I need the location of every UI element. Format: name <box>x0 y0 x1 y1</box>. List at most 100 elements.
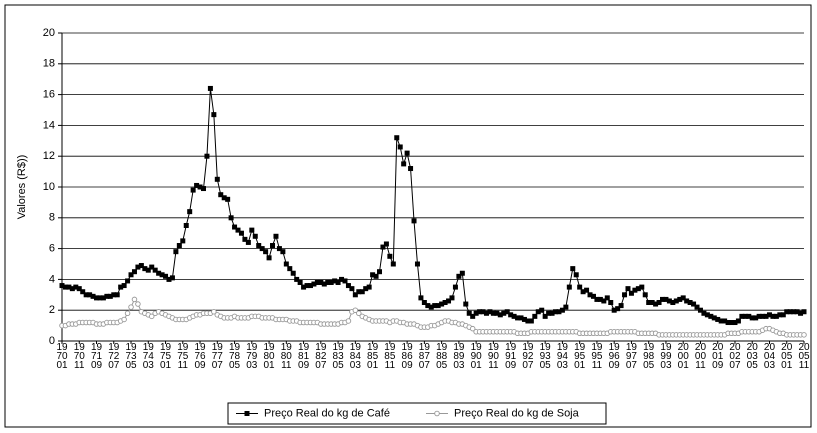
data-point <box>197 184 203 190</box>
data-point <box>687 300 693 305</box>
x-tick-label: 1989 03 <box>453 342 465 371</box>
data-point <box>242 236 248 242</box>
data-point <box>214 176 220 182</box>
data-point <box>149 264 155 270</box>
data-point <box>266 255 272 261</box>
data-point <box>273 233 279 239</box>
y-tick-label: 4 <box>49 273 55 285</box>
data-point <box>163 273 169 279</box>
data-point <box>490 310 496 316</box>
y-tick-label: 10 <box>43 181 55 193</box>
data-point <box>107 293 113 299</box>
data-point <box>366 284 372 290</box>
data-point <box>725 320 731 326</box>
data-point <box>345 318 352 324</box>
data-point <box>131 296 138 303</box>
data-point <box>791 309 797 315</box>
x-tick-label: 1976 09 <box>194 342 206 371</box>
data-point <box>653 301 659 307</box>
data-point <box>459 270 465 276</box>
legend: Preço Real do kg de Café Preço Real do kg… <box>227 402 607 425</box>
data-point <box>318 279 324 285</box>
data-point <box>339 276 345 282</box>
data-point <box>128 272 134 278</box>
data-point <box>784 309 790 315</box>
data-point <box>777 312 783 318</box>
data-point <box>204 153 210 159</box>
data-point <box>463 301 469 307</box>
x-tick-label: 1995 11 <box>591 342 603 371</box>
data-point <box>673 298 679 304</box>
data-point <box>508 312 514 318</box>
data-point <box>483 310 489 316</box>
x-tick-label: 1990 11 <box>487 342 499 371</box>
data-point <box>456 273 462 279</box>
x-tick-label: 1971 09 <box>90 342 103 371</box>
x-tick-label: 1995 01 <box>574 342 586 371</box>
data-point <box>280 249 286 255</box>
y-tick-label: 14 <box>43 119 55 131</box>
x-tick-label: 2004 03 <box>763 342 776 371</box>
x-tick-label: 1980 01 <box>263 342 275 371</box>
data-point <box>283 261 289 267</box>
data-point <box>69 286 75 292</box>
data-point <box>677 296 683 302</box>
data-point <box>587 292 593 298</box>
y-tick-label: 6 <box>49 243 55 255</box>
x-tick-label: 1978 05 <box>228 342 241 371</box>
data-point <box>680 295 686 301</box>
data-point <box>252 233 258 239</box>
x-tick-label: 1999 03 <box>660 342 672 371</box>
data-point <box>66 284 72 290</box>
data-point <box>276 246 282 252</box>
data-point <box>597 296 603 302</box>
data-point <box>311 281 317 287</box>
data-point <box>501 310 507 316</box>
x-tick-label: 1988 05 <box>436 342 448 371</box>
data-point <box>649 300 655 305</box>
data-point <box>798 310 804 316</box>
x-tick-label: 1987 07 <box>418 342 430 371</box>
data-point <box>118 284 124 290</box>
data-point <box>159 272 165 278</box>
data-point <box>349 286 355 292</box>
x-tick-label: 1970 11 <box>73 342 85 371</box>
data-point <box>356 289 362 295</box>
data-point <box>718 318 724 324</box>
x-tick-label: 1973 05 <box>125 342 137 371</box>
y-tick-label: 0 <box>49 335 55 347</box>
data-point <box>404 150 410 156</box>
data-point <box>356 310 362 317</box>
data-point <box>256 243 262 249</box>
x-tick-label: 2002 07 <box>729 342 741 371</box>
data-point <box>244 411 250 416</box>
data-point <box>739 313 745 319</box>
data-point <box>169 275 175 281</box>
legend-label: Preço Real do kg de Café <box>264 407 390 419</box>
x-tick-label: 2003 05 <box>746 342 758 371</box>
x-tick-label: 2005 01 <box>781 342 793 371</box>
data-point <box>408 166 414 172</box>
data-point <box>90 293 96 299</box>
data-point <box>124 310 131 317</box>
data-point <box>542 313 548 319</box>
data-point <box>511 313 517 319</box>
data-point <box>684 298 690 304</box>
data-point <box>387 253 393 259</box>
data-point <box>749 315 755 321</box>
data-point <box>532 313 538 319</box>
data-point <box>515 315 521 321</box>
data-point <box>549 310 555 316</box>
x-tick-label: 1994 03 <box>556 342 568 371</box>
data-point <box>553 309 559 315</box>
x-tick-label: 1981 09 <box>298 342 310 371</box>
data-point <box>563 304 569 310</box>
data-point <box>760 313 766 319</box>
data-point <box>142 266 148 272</box>
y-tick-label: 2 <box>49 304 55 316</box>
data-point <box>708 313 714 319</box>
data-point <box>573 272 579 278</box>
data-point <box>121 316 127 323</box>
data-point <box>421 300 427 305</box>
